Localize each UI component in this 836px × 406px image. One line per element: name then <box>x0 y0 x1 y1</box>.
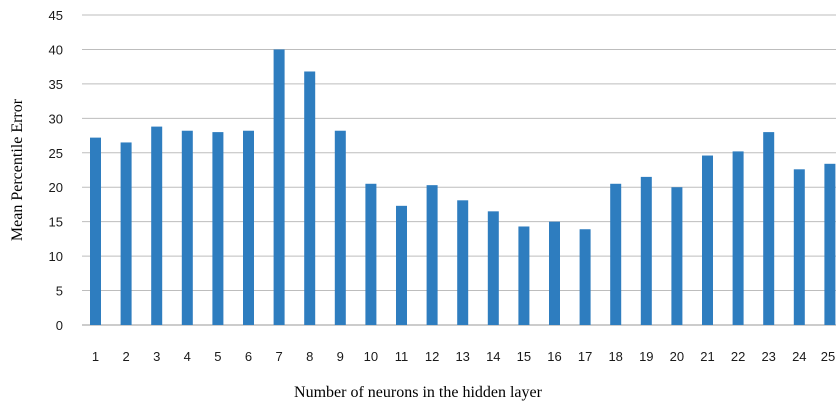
x-tick-label: 14 <box>486 349 500 364</box>
y-axis-title: Mean Percentile Error <box>9 98 26 241</box>
x-tick-label: 8 <box>306 349 313 364</box>
x-tick-label: 11 <box>395 349 409 364</box>
gridlines <box>82 14 836 326</box>
x-tick-label: 5 <box>214 349 221 364</box>
y-tick-label: 25 <box>49 146 63 161</box>
y-tick-label: 35 <box>49 77 63 92</box>
bar <box>273 49 285 325</box>
x-tick-label: 21 <box>700 349 714 364</box>
bar <box>487 211 499 325</box>
x-tick-label: 18 <box>608 349 622 364</box>
x-tick-label: 1 <box>92 349 99 364</box>
bar <box>671 187 683 325</box>
bars <box>90 49 836 325</box>
x-tick-label: 17 <box>578 349 592 364</box>
bar <box>151 126 163 325</box>
bar <box>579 229 591 325</box>
bar <box>610 183 622 325</box>
x-tick-label: 7 <box>275 349 282 364</box>
x-tick-label: 13 <box>455 349 469 364</box>
y-tick-label: 10 <box>49 249 63 264</box>
bar <box>243 130 254 325</box>
x-tick-label: 12 <box>425 349 439 364</box>
bar <box>212 132 224 325</box>
x-tick-label: 25 <box>821 349 835 364</box>
x-tick-label: 2 <box>122 349 129 364</box>
x-axis-title: Number of neurons in the hidden layer <box>294 384 543 401</box>
bar <box>518 226 530 325</box>
x-tick-label: 16 <box>547 349 561 364</box>
x-tick-label: 19 <box>639 349 653 364</box>
bar <box>824 163 836 325</box>
x-tick-label: 4 <box>184 349 191 364</box>
bar <box>702 155 713 325</box>
bar <box>426 185 438 325</box>
bar <box>640 176 652 325</box>
x-tick-label: 23 <box>761 349 775 364</box>
bar <box>396 205 407 325</box>
bar <box>334 130 346 325</box>
y-tick-labels: 0 5 10 15 20 25 30 35 40 45 <box>49 8 63 333</box>
bar <box>793 169 805 325</box>
bar <box>732 151 744 325</box>
y-tick-label: 0 <box>56 318 63 333</box>
y-tick-label: 5 <box>56 284 63 299</box>
y-tick-label: 45 <box>49 8 63 23</box>
x-tick-label: 6 <box>245 349 252 364</box>
x-tick-labels: 1 2 3 4 5 6 7 8 9 10 11 12 13 14 15 16 17 18 19 20 21 22 23 24 2… <box>92 349 835 364</box>
bar <box>763 132 775 325</box>
y-tick-label: 15 <box>49 215 63 230</box>
bar <box>304 71 316 325</box>
y-tick-label: 30 <box>49 111 63 126</box>
y-tick-label: 40 <box>49 42 63 57</box>
y-tick-label: 20 <box>49 180 63 195</box>
bar <box>120 142 132 325</box>
x-tick-label: 10 <box>364 349 378 364</box>
x-tick-label: 22 <box>731 349 745 364</box>
bar <box>549 221 560 325</box>
x-tick-label: 24 <box>792 349 806 364</box>
x-tick-label: 20 <box>670 349 684 364</box>
x-tick-label: 3 <box>153 349 160 364</box>
bar <box>90 137 101 325</box>
x-tick-label: 9 <box>337 349 344 364</box>
x-tick-label: 15 <box>517 349 531 364</box>
bar <box>365 183 377 325</box>
bar <box>457 200 469 325</box>
bar <box>181 130 193 325</box>
